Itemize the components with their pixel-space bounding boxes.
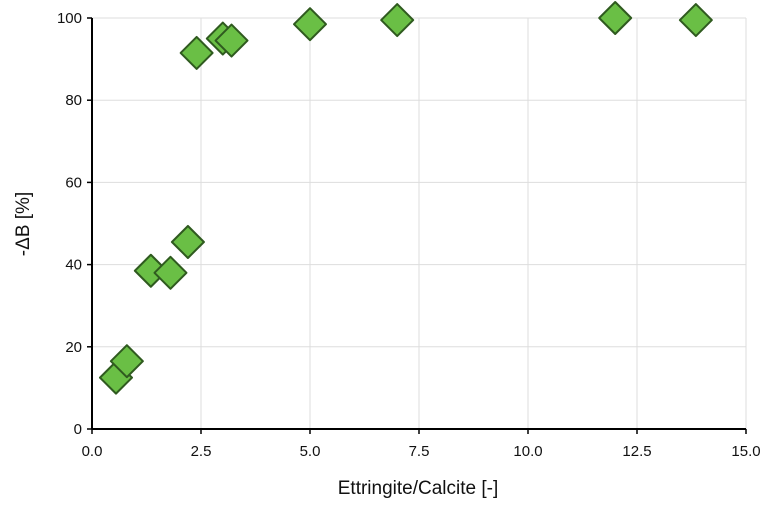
data-point-diamond <box>599 2 631 34</box>
x-tick-label: 15.0 <box>731 443 760 460</box>
x-tick-label: 10.0 <box>513 443 542 460</box>
data-points <box>100 2 712 394</box>
tick-labels: 0.0 2.5 5.0 7.5 10.0 12.5 15.0 0 20 40 60 80 100 <box>57 10 761 460</box>
y-axis-label: -ΔB [%] <box>13 192 34 256</box>
data-point-diamond <box>172 226 204 258</box>
data-point-diamond <box>294 8 326 40</box>
data-point-diamond <box>181 37 213 69</box>
y-tick-label: 100 <box>57 10 82 27</box>
y-tick-label: 20 <box>65 339 82 356</box>
grid-lines <box>92 18 746 429</box>
axes <box>87 18 746 434</box>
data-point-diamond <box>680 4 712 36</box>
y-tick-label: 40 <box>65 257 82 274</box>
data-point-diamond <box>154 257 186 289</box>
data-point-diamond <box>381 4 413 36</box>
x-tick-label: 2.5 <box>191 443 212 460</box>
x-axis-label: Ettringite/Calcite [-] <box>338 478 499 499</box>
y-tick-label: 80 <box>65 92 82 109</box>
x-tick-label: 12.5 <box>622 443 651 460</box>
x-tick-label: 7.5 <box>409 443 430 460</box>
y-tick-label: 60 <box>65 174 82 191</box>
x-tick-label: 5.0 <box>300 443 321 460</box>
y-tick-label: 0 <box>74 421 82 438</box>
x-tick-label: 0.0 <box>82 443 103 460</box>
